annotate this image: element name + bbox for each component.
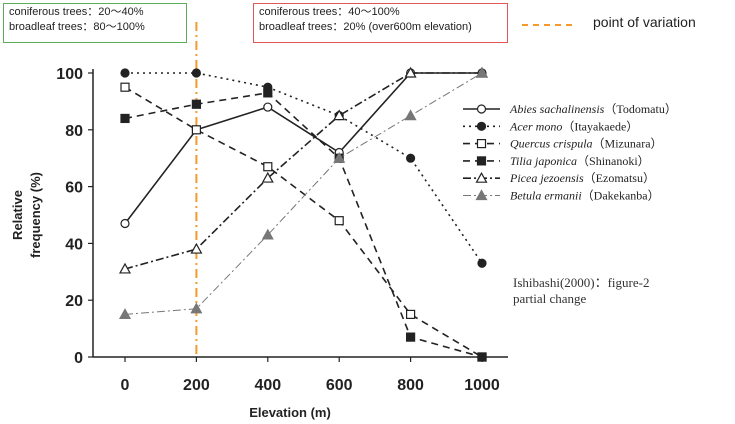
y-axis-title-line: Relative: [10, 190, 25, 240]
series-line: [124, 72, 483, 315]
y-tick-label: 80: [65, 123, 83, 140]
data-point: [118, 262, 132, 274]
source-note-line2: partial change: [513, 291, 587, 306]
legend-entry: Picea jezoensis（Ezomatsu）: [509, 171, 655, 185]
legend-entry: Quercus crispula（Mizunara）: [510, 137, 663, 151]
data-point: [477, 258, 487, 268]
data-point: [118, 308, 132, 319]
series-line: [124, 72, 482, 270]
annotation-box-lowland-line2: broadleaf trees：80～100%: [9, 21, 145, 33]
annotation-box-lowland-line1: coniferous trees：20～40%: [9, 6, 144, 18]
legend-entry: Betula ermanii（Dakekanba）: [510, 189, 660, 203]
x-tick-label: 600: [326, 377, 353, 394]
legend-marker: [475, 189, 488, 201]
y-tick-label: 40: [65, 236, 83, 253]
data-point: [263, 88, 273, 98]
data-point: [120, 68, 130, 78]
data-point: [406, 153, 416, 163]
data-point: [333, 109, 346, 121]
data-point: [191, 125, 201, 135]
y-tick-label: 20: [65, 293, 83, 310]
legend-entry: Abies sachalinensis（Todomatu）: [509, 102, 677, 116]
data-point: [261, 228, 274, 240]
data-point: [406, 309, 416, 319]
legend-marker: [475, 171, 488, 183]
data-point: [191, 99, 201, 109]
y-tick-label: 0: [74, 350, 83, 367]
annotation-box-highland-line1: coniferous trees：40～100%: [259, 6, 400, 18]
data-point: [263, 102, 273, 112]
data-point: [404, 66, 417, 78]
legend-marker: [476, 139, 487, 149]
series-line: [124, 72, 482, 225]
data-point: [120, 113, 130, 124]
legend-marker: [476, 121, 487, 131]
legend-marker: [476, 156, 487, 166]
legend-entry: Tilia japonica（Shinanoki）: [510, 154, 650, 168]
annotation-box-lowland: coniferous trees：20～40% broadleaf trees：…: [3, 3, 187, 43]
legend-marker: [476, 104, 487, 114]
x-tick-label: 200: [183, 377, 210, 394]
data-point: [263, 162, 273, 172]
data-point: [404, 109, 417, 121]
annotation-box-highland-line2: broadleaf trees：20% (over600m elevation): [259, 21, 472, 33]
point-of-variation-legend-line: [522, 24, 572, 26]
legend-entry: Acer mono（Itayakaede）: [509, 119, 638, 133]
data-point: [190, 242, 203, 254]
x-axis-title: Elevation (m): [249, 405, 331, 420]
x-tick-label: 800: [397, 377, 424, 394]
data-point: [333, 151, 346, 163]
x-tick-label: 400: [254, 377, 281, 394]
data-point: [120, 82, 130, 92]
data-point: [261, 171, 274, 183]
data-point: [120, 218, 130, 229]
data-point: [191, 68, 201, 78]
source-note-line1: Ishibashi(2000)：figure-2: [513, 275, 650, 290]
y-tick-label: 100: [56, 66, 83, 83]
data-point: [334, 216, 344, 226]
series-line: [124, 92, 483, 358]
y-axis-title-line: frequency (%): [28, 172, 43, 258]
annotation-box-highland: coniferous trees：40～100% broadleaf trees…: [253, 3, 508, 43]
data-point: [406, 332, 416, 342]
source-note: Ishibashi(2000)：figure-2 partial change: [513, 275, 649, 307]
y-tick-label: 60: [65, 180, 83, 197]
x-tick-label: 0: [121, 377, 130, 394]
point-of-variation-label: point of variation: [593, 14, 696, 30]
x-tick-label: 1000: [464, 377, 500, 394]
data-point: [475, 66, 489, 78]
series-line: [124, 86, 483, 358]
data-point: [477, 352, 487, 362]
series-line: [125, 72, 483, 264]
data-point: [190, 302, 203, 314]
